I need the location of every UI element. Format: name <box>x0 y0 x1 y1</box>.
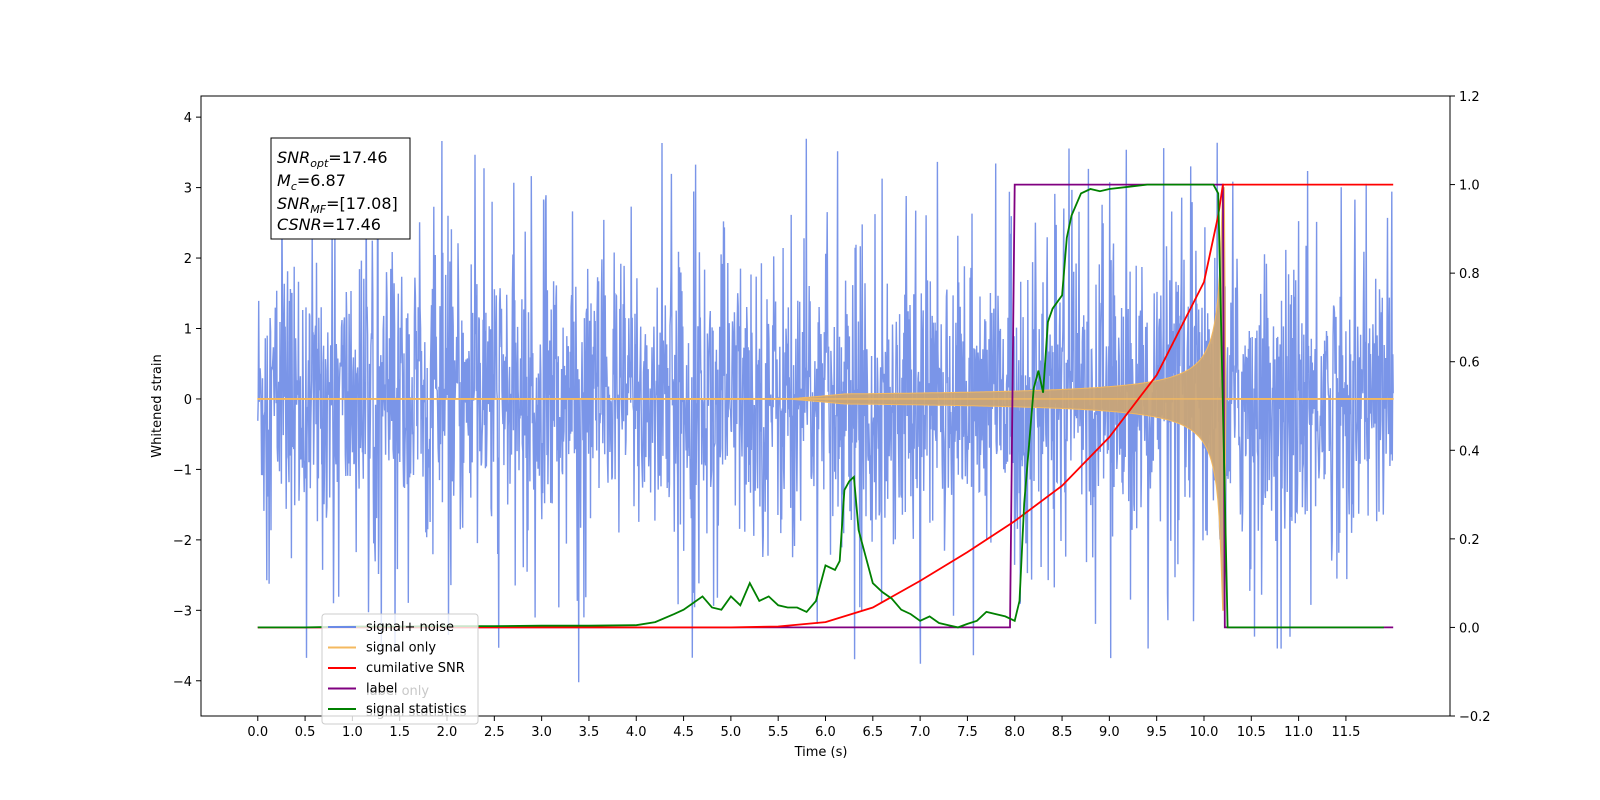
stats-snr-opt: SNRopt=17.46 <box>277 148 388 170</box>
stats-snr-mf: SNRMF=[17.08] <box>277 194 398 216</box>
cumulative-snr-line <box>257 183 1394 629</box>
y-left-tick-label: −1 <box>173 463 192 478</box>
x-axis-label: Time (s) <box>794 745 848 760</box>
x-tick-label: 10.5 <box>1237 725 1266 740</box>
legend-label: signal statistics <box>366 702 467 717</box>
signal-only-series <box>257 187 1394 611</box>
y-right-tick-label: 0.2 <box>1459 533 1480 548</box>
x-tick-label: 1.5 <box>389 725 410 740</box>
x-tick-label: 4.5 <box>673 725 694 740</box>
x-tick-label: 8.0 <box>1004 725 1025 740</box>
y-axis-label: Whitened strain <box>150 354 165 457</box>
stats-mc: Mc=6.87 <box>277 171 346 193</box>
y-right-tick-label: 0.4 <box>1459 444 1480 459</box>
x-tick-label: 9.0 <box>1099 725 1120 740</box>
x-tick-label: 9.5 <box>1146 725 1167 740</box>
stats-box: SNRopt=17.46 Mc=6.87 SNRMF=[17.08] CSNR=… <box>270 137 411 240</box>
y-right-tick-label: 0.0 <box>1459 621 1480 636</box>
legend-label: cumilative SNR <box>366 661 465 676</box>
y-left-tick-label: 0 <box>184 393 192 408</box>
y-right-tick-label: 0.8 <box>1459 267 1480 282</box>
x-tick-label: 5.5 <box>768 725 789 740</box>
y-left-tick-label: 3 <box>184 182 192 197</box>
y-left-tick-label: 1 <box>184 323 192 338</box>
x-tick-label: 2.5 <box>484 725 505 740</box>
stats-csnr: CSNR=17.46 <box>277 215 381 234</box>
legend-label: label <box>366 682 397 697</box>
y-right-tick-label: 1.2 <box>1459 90 1480 105</box>
x-tick-label: 1.0 <box>342 725 363 740</box>
x-tick-label: 10.0 <box>1190 725 1219 740</box>
y-left-tick-label: 2 <box>184 252 192 267</box>
x-tick-label: 3.5 <box>579 725 600 740</box>
x-tick-label: 5.0 <box>721 725 742 740</box>
x-tick-label: 7.0 <box>910 725 931 740</box>
legend-ghost-signal-statistics: signal statistics <box>366 705 467 720</box>
y-right-tick-label: −0.2 <box>1459 710 1491 725</box>
x-tick-label: 2.0 <box>437 725 458 740</box>
legend-label: signal only <box>366 641 436 656</box>
x-tick-label: 0.0 <box>247 725 268 740</box>
y-left-tick-label: 4 <box>184 111 192 126</box>
right-axis-series <box>257 183 1394 629</box>
x-axis: 0.0 0.5 1.0 1.5 2.0 2.5 3.0 3.5 4.0 4.5 5.0 5.5 6.0 6… <box>247 716 1360 740</box>
left-y-axis: 4 3 2 1 0 −1 −2 −3 −4 <box>173 111 201 690</box>
legend-label: signal+ noise <box>366 620 454 635</box>
y-left-tick-label: −2 <box>173 534 192 549</box>
x-tick-label: 6.0 <box>815 725 836 740</box>
y-right-tick-label: 0.6 <box>1459 356 1480 371</box>
y-left-tick-label: −4 <box>173 675 192 690</box>
x-tick-label: 6.5 <box>862 725 883 740</box>
y-right-tick-label: 1.0 <box>1459 179 1480 194</box>
x-tick-label: 0.5 <box>295 725 316 740</box>
legend-frame <box>321 613 479 725</box>
x-tick-label: 11.5 <box>1331 725 1360 740</box>
legend: label only signal statistics signal+ noi… <box>321 613 479 725</box>
x-tick-label: 3.0 <box>531 725 552 740</box>
x-tick-label: 7.5 <box>957 725 978 740</box>
x-tick-label: 4.0 <box>626 725 647 740</box>
plot-area <box>257 138 1394 683</box>
stats-box-frame <box>270 137 411 240</box>
legend-ghost-label-only: label only <box>366 684 429 699</box>
x-tick-label: 8.5 <box>1052 725 1073 740</box>
right-y-axis: 1.2 1.0 0.8 0.6 0.4 0.2 0.0 −0.2 <box>1450 90 1491 725</box>
y-left-tick-label: −3 <box>173 604 192 619</box>
signal-statistics-line <box>257 183 1384 629</box>
x-tick-label: 11.0 <box>1284 725 1313 740</box>
